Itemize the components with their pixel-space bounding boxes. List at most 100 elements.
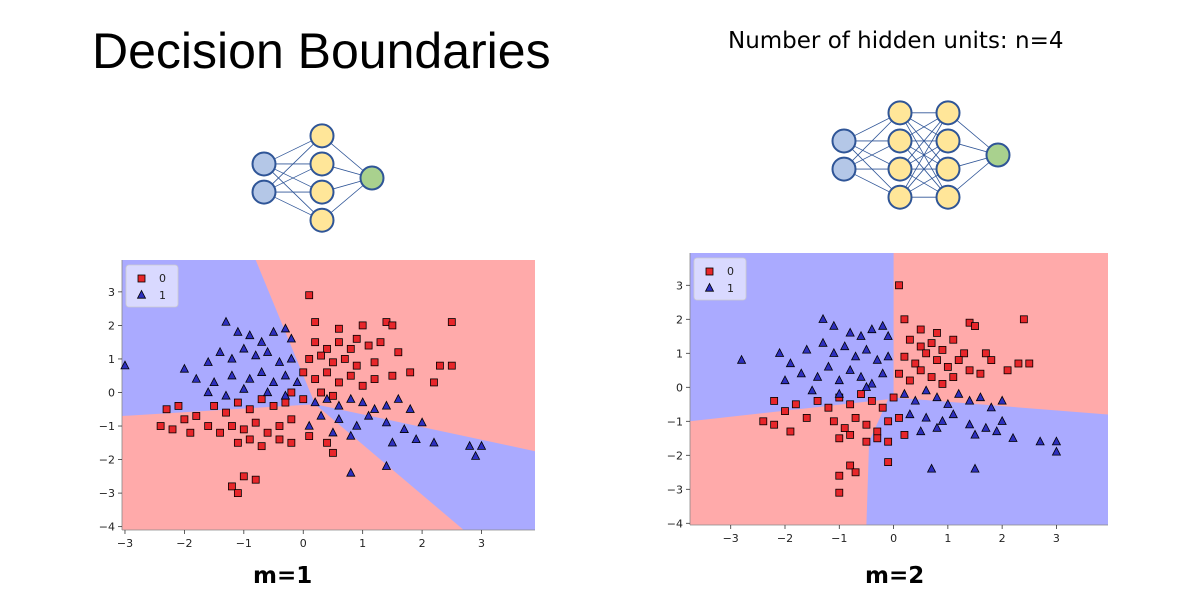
y-tick-label: 0	[676, 381, 683, 394]
legend-box	[693, 257, 747, 301]
class-1-point	[280, 390, 291, 400]
class-0-point	[786, 427, 795, 436]
class-0-point	[971, 322, 979, 330]
class-0-point	[222, 408, 230, 417]
class-1-point	[937, 415, 948, 425]
class-1-point	[878, 320, 888, 330]
class-1-point	[861, 344, 872, 354]
class-0-point	[299, 368, 308, 377]
class-0-point	[770, 420, 779, 429]
class-0-region	[893, 253, 1108, 415]
class-0-point	[878, 403, 887, 412]
legend-box	[125, 264, 179, 308]
class-0-point	[1014, 359, 1023, 368]
class-0-point	[192, 412, 201, 420]
class-0-point	[245, 405, 254, 414]
y-tick-label: −1	[99, 420, 115, 433]
class-0-point	[263, 428, 272, 437]
class-1-point	[209, 377, 219, 387]
class-0-point	[204, 422, 213, 430]
class-0-point	[340, 355, 349, 363]
class-0-point	[388, 371, 397, 380]
class-1-point	[268, 377, 279, 387]
legend-label-0: 0	[159, 272, 166, 285]
class-0-point	[781, 407, 789, 416]
class-1-point	[829, 347, 839, 357]
class-1-point	[387, 437, 398, 447]
class-0-point	[949, 373, 958, 381]
class-0-point	[954, 356, 963, 364]
class-0-point	[317, 388, 325, 397]
class-1-point	[840, 341, 850, 351]
x-tick-label: −3	[723, 532, 739, 545]
class-0-point	[239, 425, 248, 434]
class-0-point	[835, 488, 844, 497]
class-0-point	[802, 413, 811, 422]
class-0-point	[857, 390, 865, 399]
class-0-point	[867, 396, 876, 405]
class-1-point	[818, 337, 828, 347]
x-tick-label: −1	[831, 532, 847, 545]
x-tick-label: −2	[176, 537, 192, 550]
hidden-node	[887, 128, 913, 154]
class-0-point	[334, 338, 343, 347]
class-1-point	[780, 375, 790, 385]
class-0-point	[228, 482, 236, 491]
class-1-point	[429, 437, 439, 447]
class-1-point	[954, 388, 964, 398]
network-diagram-m1	[251, 123, 385, 233]
class-1-point	[867, 324, 877, 334]
class-0-point	[927, 339, 936, 347]
class-0-point	[889, 393, 898, 402]
class-1-point	[346, 430, 356, 440]
class-1-point	[245, 330, 255, 340]
class-0-point	[370, 358, 379, 367]
class-1-point	[203, 387, 213, 397]
class-0-point	[251, 418, 260, 427]
class-1-point	[883, 330, 893, 340]
x-tick-label: 2	[419, 537, 426, 550]
x-tick-label: 3	[1053, 532, 1060, 545]
class-0-point	[329, 448, 337, 457]
class-1-point	[829, 320, 839, 330]
class-1-point	[328, 427, 338, 437]
class-0-point	[895, 281, 903, 290]
legend-label-0: 0	[727, 265, 734, 278]
class-0-point	[305, 355, 314, 363]
class-0-point	[905, 376, 914, 385]
class-1-point	[802, 344, 812, 354]
output-node	[359, 165, 385, 191]
class-0-point	[900, 315, 909, 324]
class-1-point	[932, 392, 942, 402]
decision-boundary-plot-m2: −3 −2 −1 0 1 2 3 −4 −3 −2 −1 0 1 2 3 0 1	[667, 253, 1108, 545]
class-1-point	[1051, 446, 1062, 456]
class-1-point	[381, 400, 392, 410]
class-0-point	[938, 379, 947, 388]
class-0-point	[334, 378, 343, 387]
class-0-point	[329, 358, 337, 367]
class-1-point	[845, 327, 855, 337]
class-1-point	[970, 463, 980, 473]
class-1-point	[262, 387, 273, 397]
input-node	[831, 128, 857, 154]
class-1-point	[274, 356, 285, 366]
class-1-point	[322, 393, 332, 403]
input-node	[251, 151, 277, 177]
y-tick-label: −2	[99, 454, 115, 467]
class-1-point	[334, 413, 344, 423]
class-0-point	[311, 375, 320, 383]
class-1-point	[774, 347, 785, 357]
class-0-point	[949, 335, 958, 344]
class-0-point	[364, 341, 373, 350]
class-0-point	[884, 417, 893, 426]
class-0-point	[835, 471, 844, 480]
class-0-point	[174, 402, 183, 410]
class-1-point	[262, 346, 273, 356]
class-0-point	[884, 458, 893, 467]
hidden-node	[887, 184, 913, 210]
class-0-point	[916, 325, 925, 334]
legend-class-1-marker	[704, 282, 715, 292]
class-0-point	[900, 352, 909, 361]
class-0-point	[406, 368, 415, 377]
class-1-point	[867, 378, 877, 388]
